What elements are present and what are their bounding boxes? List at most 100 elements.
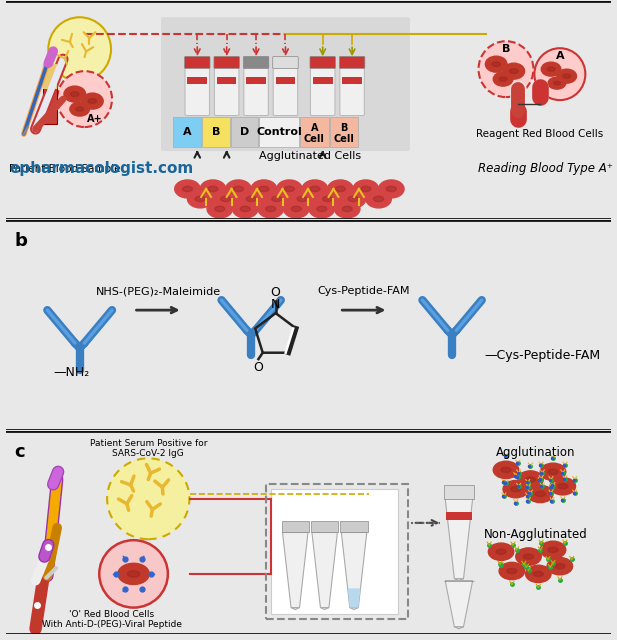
Ellipse shape (379, 180, 404, 198)
Ellipse shape (335, 186, 346, 191)
FancyBboxPatch shape (215, 64, 239, 116)
FancyBboxPatch shape (243, 56, 269, 68)
Ellipse shape (499, 77, 507, 81)
Text: Cell: Cell (333, 134, 354, 144)
FancyBboxPatch shape (244, 64, 268, 116)
Ellipse shape (188, 190, 213, 208)
Ellipse shape (315, 190, 341, 208)
Ellipse shape (266, 206, 276, 212)
FancyBboxPatch shape (184, 56, 210, 68)
Bar (341, 521, 368, 532)
Text: 'O' Red Blood Cells
With Anti-D-(PEG)-Viral Peptide: 'O' Red Blood Cells With Anti-D-(PEG)-Vi… (42, 609, 182, 629)
Ellipse shape (213, 190, 238, 208)
Text: Reagent Red Blood Cells: Reagent Red Blood Cells (476, 129, 603, 139)
Ellipse shape (486, 56, 507, 72)
Polygon shape (43, 64, 57, 124)
Ellipse shape (215, 206, 225, 212)
Ellipse shape (373, 196, 384, 202)
Ellipse shape (259, 186, 269, 191)
Text: D: D (239, 127, 249, 137)
Ellipse shape (547, 67, 555, 71)
Ellipse shape (251, 180, 276, 198)
Ellipse shape (183, 186, 193, 191)
FancyBboxPatch shape (340, 64, 365, 116)
Ellipse shape (488, 543, 514, 561)
Ellipse shape (548, 469, 558, 474)
Ellipse shape (76, 107, 83, 111)
Bar (259, 117, 299, 147)
Ellipse shape (208, 186, 218, 191)
Ellipse shape (221, 196, 231, 202)
Text: A: A (310, 123, 318, 133)
Ellipse shape (523, 554, 534, 559)
Ellipse shape (284, 186, 294, 191)
Bar (202, 117, 230, 147)
Polygon shape (320, 607, 329, 609)
Ellipse shape (493, 72, 513, 86)
Ellipse shape (525, 477, 536, 482)
Text: —NH₂: —NH₂ (53, 365, 89, 379)
Ellipse shape (366, 190, 391, 208)
Text: N: N (271, 298, 280, 311)
FancyBboxPatch shape (161, 17, 410, 151)
Ellipse shape (127, 571, 140, 577)
Ellipse shape (70, 92, 79, 97)
Ellipse shape (81, 93, 103, 109)
Bar (271, 489, 398, 614)
Ellipse shape (557, 69, 576, 83)
Ellipse shape (348, 196, 358, 202)
Text: Reading Blood Type A⁺: Reading Blood Type A⁺ (478, 163, 613, 175)
FancyBboxPatch shape (273, 56, 298, 68)
Ellipse shape (271, 196, 282, 202)
Text: A: A (555, 51, 564, 61)
Bar (329, 117, 358, 147)
Ellipse shape (386, 186, 396, 191)
Polygon shape (348, 588, 360, 607)
Ellipse shape (528, 485, 553, 502)
Text: B: B (502, 44, 510, 54)
Ellipse shape (540, 541, 566, 559)
Ellipse shape (499, 563, 524, 580)
Text: Non-Agglutinated: Non-Agglutinated (484, 527, 587, 541)
Ellipse shape (518, 471, 543, 488)
Text: Control: Control (256, 127, 302, 137)
Ellipse shape (361, 186, 371, 191)
Bar (446, 512, 471, 520)
Ellipse shape (118, 563, 149, 584)
Polygon shape (454, 579, 463, 580)
Ellipse shape (503, 63, 524, 79)
Text: A: A (183, 127, 191, 137)
Ellipse shape (334, 200, 360, 218)
Text: c: c (14, 443, 25, 461)
Ellipse shape (503, 481, 529, 498)
Ellipse shape (558, 484, 568, 489)
Text: B: B (340, 123, 347, 133)
Bar (300, 117, 329, 147)
Polygon shape (445, 499, 473, 579)
Polygon shape (312, 532, 337, 607)
FancyBboxPatch shape (214, 56, 239, 68)
Ellipse shape (238, 190, 264, 208)
Ellipse shape (540, 463, 566, 481)
Polygon shape (283, 532, 308, 607)
Ellipse shape (548, 77, 566, 89)
Ellipse shape (493, 461, 519, 479)
Ellipse shape (240, 206, 251, 212)
Text: Patient Blood Sample: Patient Blood Sample (9, 164, 121, 174)
Ellipse shape (310, 186, 320, 191)
Ellipse shape (548, 547, 558, 552)
Polygon shape (350, 607, 358, 609)
Bar (276, 77, 296, 84)
Bar (444, 485, 474, 499)
Ellipse shape (328, 180, 353, 198)
FancyBboxPatch shape (310, 56, 336, 68)
Polygon shape (454, 627, 463, 628)
Ellipse shape (289, 190, 315, 208)
Polygon shape (341, 532, 367, 607)
Polygon shape (291, 607, 299, 609)
Ellipse shape (317, 206, 327, 212)
Text: b: b (14, 232, 27, 250)
Ellipse shape (258, 200, 283, 218)
Circle shape (479, 41, 534, 97)
Polygon shape (445, 580, 473, 627)
